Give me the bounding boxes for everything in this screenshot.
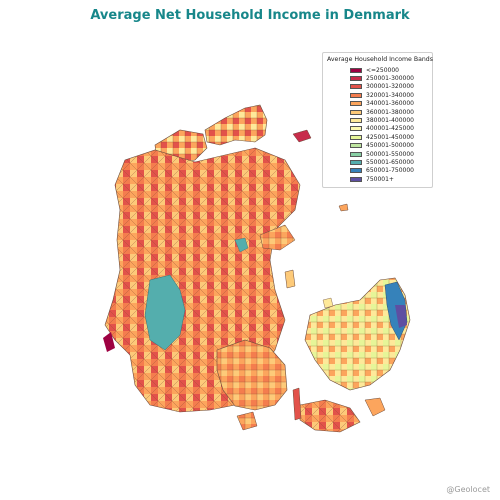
region-mon: [364, 397, 386, 417]
legend-swatch: [350, 84, 362, 90]
legend-label: 450001-500000: [366, 142, 414, 150]
legend-swatch: [350, 67, 362, 73]
legend-label: 750001+: [366, 175, 394, 183]
legend-label: 550001-650000: [366, 158, 414, 166]
legend-swatch: [350, 143, 362, 149]
legend-item: <=250000: [327, 66, 428, 74]
region-bornholm-sea-islet: [322, 297, 334, 309]
legend-swatch: [350, 151, 362, 157]
region-funen: [216, 339, 288, 411]
legend-item: 400001-425000: [327, 125, 428, 133]
legend-label: 425001-450000: [366, 133, 414, 141]
region-aarhus-teal: [234, 237, 249, 253]
map-title: Average Net Household Income in Denmark: [90, 8, 410, 23]
region-als: [236, 411, 258, 431]
legend-title: Average Household Income Bands: [327, 56, 433, 63]
legend-swatch: [350, 76, 362, 82]
legend-item: 340001-360000: [327, 100, 428, 108]
region-samso: [284, 269, 296, 289]
legend-label: 380001-400000: [366, 117, 414, 125]
legend-label: 500001-550000: [366, 150, 414, 158]
legend-item: 320001-340000: [327, 91, 428, 99]
legend-item: 450001-500000: [327, 142, 428, 150]
region-central-teal: [144, 274, 186, 351]
region-djursland: [259, 224, 296, 251]
legend-item: 550001-650000: [327, 158, 428, 166]
legend-item: 425001-450000: [327, 133, 428, 141]
map-legend: Average Household Income Bands <=250000 2…: [322, 52, 433, 189]
legend-item: 360001-380000: [327, 108, 428, 116]
legend-swatch: [350, 101, 362, 107]
region-north-jutland: [204, 104, 268, 146]
legend-swatch: [350, 134, 362, 140]
legend-label: 300001-320000: [366, 83, 414, 91]
legend-label: 360001-380000: [366, 108, 414, 116]
legend-swatch: [350, 109, 362, 115]
region-zealand: [304, 277, 411, 391]
legend-item: 380001-400000: [327, 116, 428, 124]
region-lolland: [299, 399, 361, 433]
legend-swatch: [350, 168, 362, 174]
legend-swatch: [350, 159, 362, 165]
legend-swatch: [350, 126, 362, 132]
legend-items: <=250000 250001-300000 300001-320000 320001…: [327, 66, 428, 183]
legend-item: 300001-320000: [327, 83, 428, 91]
legend-label: <=250000: [366, 66, 399, 74]
legend-swatch: [350, 176, 362, 182]
legend-item: 250001-300000: [327, 74, 428, 82]
legend-item: 650001-750000: [327, 167, 428, 175]
legend-label: 650001-750000: [366, 167, 414, 175]
legend-label: 340001-360000: [366, 100, 414, 108]
region-laeso: [292, 129, 312, 143]
map-credit: @Geolocet: [446, 485, 490, 494]
region-west-coast-dark: [103, 332, 115, 352]
region-langeland: [292, 387, 302, 421]
region-copenhagen: [395, 305, 407, 328]
legend-item: 750001+: [327, 175, 428, 183]
region-anholt: [338, 203, 349, 212]
legend-swatch: [350, 92, 362, 98]
legend-label: 250001-300000: [366, 75, 414, 83]
legend-label: 400001-425000: [366, 125, 414, 133]
denmark-choropleth-map: [103, 104, 411, 433]
legend-label: 320001-340000: [366, 91, 414, 99]
legend-swatch: [350, 118, 362, 124]
legend-item: 500001-550000: [327, 150, 428, 158]
